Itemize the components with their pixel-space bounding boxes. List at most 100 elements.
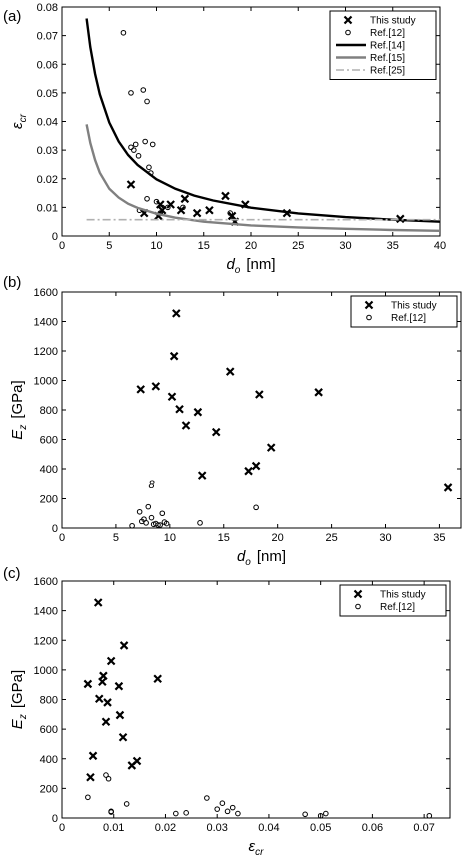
data-point-o	[144, 98, 150, 105]
data-point-o	[180, 204, 186, 211]
data-point-x	[255, 390, 264, 399]
data-point-x	[119, 641, 129, 650]
series-ref12	[85, 772, 433, 819]
data-point-o	[123, 801, 130, 807]
data-point-o	[103, 772, 109, 778]
y-tick-label: 1600	[34, 576, 58, 588]
data-point-o	[136, 508, 143, 515]
data-point-x	[443, 483, 453, 492]
x-axis-label: do [nm]	[237, 548, 286, 568]
x-tick-label: 0.01	[103, 822, 124, 834]
data-point-x	[153, 674, 162, 684]
y-tick-label: 1400	[34, 606, 58, 618]
data-point-x	[115, 710, 125, 720]
x-tick-label: 0.05	[310, 822, 331, 834]
legend-label: Ref.[15]	[370, 53, 405, 64]
y-tick-label: 0.08	[37, 2, 58, 14]
x-tick-label: 0.03	[206, 822, 227, 834]
data-point-o	[120, 29, 127, 36]
x-tick-label: 30	[379, 532, 391, 544]
y-tick-label: 0	[52, 231, 58, 243]
y-tick-label: 0.07	[37, 31, 58, 43]
x-axis-label-symbol: d	[237, 548, 246, 565]
y-tick-label: 1000	[34, 376, 58, 388]
y-axis-label: Ez [GPa]	[9, 670, 29, 729]
y-tick-label: 600	[40, 724, 58, 736]
y-axis-label: εcr	[9, 113, 29, 129]
data-point-x	[197, 471, 207, 480]
x-axis-label-unit: [nm]	[257, 548, 286, 565]
data-point-o	[149, 141, 156, 148]
chart-panel-2: (b) 0 5 10 15 20 25 30 35 0 200 400 600 800 1000 1200 14…	[3, 274, 462, 568]
data-point-x	[211, 427, 221, 437]
data-point-x	[251, 461, 261, 471]
x-tick-label: 35	[433, 532, 445, 544]
data-point-o	[153, 198, 160, 205]
legend-label: Ref.[25]	[370, 66, 405, 77]
x-tick-label: 0.04	[258, 822, 279, 834]
data-point-x	[156, 200, 165, 209]
y-axis-label-subscript: z	[18, 714, 29, 720]
legend-box	[339, 584, 447, 617]
legend-label: Ref.[14]	[370, 41, 405, 52]
data-point-o	[148, 514, 155, 521]
x-tick-label: 20	[245, 240, 257, 252]
panel-label: (c)	[3, 565, 21, 582]
plot-frame	[61, 580, 451, 819]
y-tick-label: 800	[40, 695, 58, 707]
series-line-ref-15-	[85, 124, 440, 232]
y-axis-label-unit: [GPa]	[9, 380, 26, 418]
data-point-o	[128, 144, 134, 151]
data-point-o	[214, 806, 220, 812]
x-axis-label-symbol: ε	[249, 838, 256, 855]
y-axis-label: Ez [GPa]	[9, 380, 29, 439]
x-tick-label: 25	[292, 240, 304, 252]
y-tick-label: 1600	[34, 287, 58, 299]
y-tick-label: 0.04	[37, 117, 58, 129]
data-point-x	[103, 698, 112, 707]
y-tick-label: 1200	[34, 346, 58, 358]
x-tick-label: 0	[59, 532, 65, 544]
data-point-o	[165, 204, 171, 211]
x-tick-label: 40	[434, 240, 446, 252]
y-tick-label: 0	[52, 813, 58, 825]
y-tick-label: 200	[40, 494, 58, 506]
data-point-o	[105, 775, 112, 782]
x-tick-label: 0	[59, 822, 65, 834]
legend-box	[350, 295, 458, 328]
legend-label: This study	[380, 590, 426, 601]
data-point-x	[167, 392, 177, 402]
y-axis-label-subscript: z	[18, 425, 29, 431]
data-point-x	[136, 385, 145, 394]
data-point-o	[159, 204, 165, 211]
chart-panel-3: (c) 0 0.01 0.02 0.03 0.04 0.05 0.06 0.07 0 200 400 6…	[3, 565, 451, 858]
data-point-x	[193, 407, 203, 417]
data-point-x	[151, 382, 161, 391]
legend-swatch-o	[355, 603, 361, 610]
data-point-o	[155, 522, 161, 528]
x-tick-label: 15	[198, 240, 210, 252]
data-point-o	[253, 504, 259, 511]
y-tick-label: 1200	[34, 635, 58, 647]
data-point-x	[94, 694, 104, 704]
data-point-x	[221, 191, 230, 201]
chart-annotation: 8	[148, 479, 155, 491]
data-point-o	[129, 522, 135, 529]
data-point-x	[86, 772, 95, 782]
data-point-x	[132, 756, 142, 766]
y-tick-label: 800	[40, 405, 58, 417]
data-point-x	[314, 388, 323, 397]
data-point-x	[126, 180, 136, 189]
data-point-o	[317, 812, 324, 819]
y-axis-label-subscript: cr	[18, 113, 29, 122]
data-point-o	[143, 520, 149, 526]
data-point-o	[229, 804, 236, 811]
data-point-x	[118, 732, 128, 742]
legend-label: Ref.[12]	[370, 28, 405, 39]
y-tick-label: 200	[40, 783, 58, 795]
series-this-study	[83, 598, 162, 782]
legend-swatch-o	[366, 314, 372, 321]
y-tick-label: 400	[40, 754, 58, 766]
